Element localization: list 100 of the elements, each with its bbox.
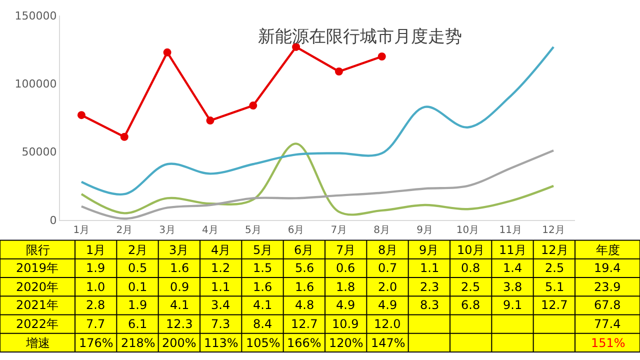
text: 105% bbox=[246, 336, 280, 350]
text: 218% bbox=[121, 336, 156, 350]
category-label: 9月 bbox=[419, 243, 439, 257]
text: 5.6 bbox=[295, 261, 314, 275]
point bbox=[163, 48, 172, 56]
x-tick-label: 1月 bbox=[73, 224, 90, 236]
y-tick-label: 0 bbox=[50, 214, 57, 227]
point bbox=[249, 102, 258, 110]
category-label: 1月 bbox=[86, 243, 106, 257]
category-label: 7月 bbox=[336, 243, 356, 257]
text: 1.6 bbox=[295, 280, 314, 294]
text: 限行 bbox=[26, 243, 50, 257]
text: 0.7 bbox=[378, 261, 398, 275]
category-label: 12月 bbox=[541, 243, 568, 257]
x-tick-label: 8月 bbox=[374, 224, 390, 236]
text: 12.3 bbox=[166, 317, 193, 331]
x-tick-label: 6月 bbox=[288, 224, 304, 236]
text: 2.0 bbox=[378, 280, 398, 294]
point bbox=[334, 67, 343, 76]
text: 67.8 bbox=[594, 298, 621, 312]
x-tick-label: 4月 bbox=[202, 224, 218, 236]
x-tick-label: 10月 bbox=[456, 224, 480, 236]
category-label: 2月 bbox=[128, 243, 148, 257]
text: 120% bbox=[329, 336, 364, 350]
text: 23.9 bbox=[594, 280, 621, 294]
text: 9.1 bbox=[503, 298, 522, 312]
text: 12.0 bbox=[374, 317, 401, 331]
text: 2.5 bbox=[461, 280, 480, 294]
text: 151% bbox=[591, 336, 626, 350]
y-tick-label: 150000 bbox=[14, 9, 57, 22]
y-tick-label: 100000 bbox=[14, 78, 57, 91]
text: 3.4 bbox=[211, 298, 230, 312]
text: 147% bbox=[371, 336, 406, 350]
text: 4.8 bbox=[295, 298, 314, 312]
text: 7.7 bbox=[86, 317, 106, 331]
text: 0.9 bbox=[170, 280, 190, 294]
text: 1.6 bbox=[253, 280, 272, 294]
text: 19.4 bbox=[594, 261, 621, 275]
text: 1.6 bbox=[170, 261, 190, 275]
text: 新能源在限行城市月度走势 bbox=[258, 27, 462, 47]
category-label: 3月 bbox=[169, 243, 189, 257]
line-series bbox=[80, 46, 555, 196]
text: 12.7 bbox=[541, 298, 568, 312]
point bbox=[120, 132, 128, 141]
text: 3.8 bbox=[503, 280, 522, 294]
text: 1.8 bbox=[336, 280, 356, 294]
text: 6.1 bbox=[128, 317, 148, 331]
category-label: 10月 bbox=[457, 243, 484, 257]
text: 2021年 bbox=[16, 298, 59, 312]
x-tick-label: 7月 bbox=[330, 224, 348, 236]
category-label: 6月 bbox=[294, 243, 314, 257]
x-tick-label: 5月 bbox=[244, 224, 262, 236]
x-tick-label: 11月 bbox=[499, 224, 522, 236]
point bbox=[77, 111, 86, 120]
text: 0.5 bbox=[128, 261, 148, 275]
text: 2020年 bbox=[16, 280, 59, 294]
text: 4.1 bbox=[253, 298, 272, 312]
text: 0.8 bbox=[461, 261, 480, 275]
text: 113% bbox=[204, 336, 238, 350]
point bbox=[378, 52, 386, 61]
text: 0.1 bbox=[128, 280, 148, 294]
text: 8.4 bbox=[253, 317, 272, 331]
text: 增速 bbox=[25, 336, 50, 350]
y-tick-label: 50000 bbox=[22, 146, 57, 159]
text: 年度 bbox=[596, 243, 620, 257]
text: 1.1 bbox=[211, 280, 230, 294]
text: 166% bbox=[287, 336, 322, 350]
text: 12.7 bbox=[291, 317, 318, 331]
text: 176% bbox=[79, 336, 114, 350]
text: 2022年 bbox=[16, 317, 59, 331]
text: 1.9 bbox=[128, 298, 148, 312]
text: 1.1 bbox=[420, 261, 440, 275]
x-tick-label: 2月 bbox=[116, 224, 133, 236]
text: 200% bbox=[162, 336, 196, 350]
x-tick-label: 9月 bbox=[416, 224, 433, 236]
x-tick-label: 12月 bbox=[542, 224, 565, 236]
text: 1.0 bbox=[86, 280, 106, 294]
category-label: 8月 bbox=[378, 243, 398, 257]
text: 2019年 bbox=[16, 261, 59, 275]
text: 4.1 bbox=[170, 298, 190, 312]
category-label: 11月 bbox=[499, 243, 526, 257]
text: 1.4 bbox=[503, 261, 522, 275]
text: 7.3 bbox=[211, 317, 230, 331]
text: 5.1 bbox=[545, 280, 564, 294]
text: 4.9 bbox=[378, 298, 398, 312]
text: 1.2 bbox=[211, 261, 230, 275]
x-tick-label: 3月 bbox=[159, 224, 176, 236]
text: 1.9 bbox=[86, 261, 106, 275]
point bbox=[206, 116, 214, 125]
text: 0.6 bbox=[336, 261, 356, 275]
text: 2.3 bbox=[420, 280, 440, 294]
text: 77.4 bbox=[594, 317, 621, 331]
text: 1.5 bbox=[253, 261, 272, 275]
text: 2.5 bbox=[545, 261, 564, 275]
text: 2.8 bbox=[86, 298, 106, 312]
text: 6.8 bbox=[461, 298, 480, 312]
text: 4.9 bbox=[336, 298, 356, 312]
category-label: 4月 bbox=[211, 243, 231, 257]
text: 10.9 bbox=[332, 317, 359, 331]
category-label: 5月 bbox=[253, 243, 273, 257]
